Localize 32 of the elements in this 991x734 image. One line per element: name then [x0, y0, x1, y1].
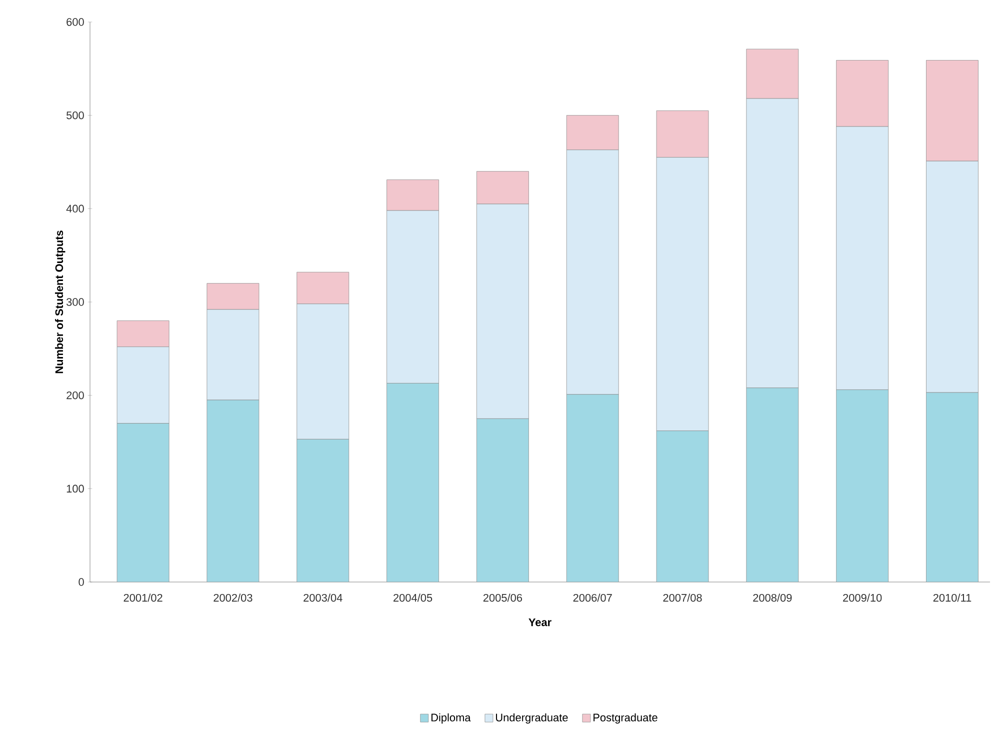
- legend-label: Postgraduate: [594, 713, 658, 724]
- x-tick-label: 2005/06: [483, 594, 522, 602]
- x-tick-label: 2007/08: [663, 594, 702, 602]
- x-tick-label: 2009/10: [843, 594, 882, 602]
- y-tick-label: 300: [66, 298, 84, 306]
- y-tick-label: 500: [66, 111, 84, 120]
- bar: [386, 383, 439, 582]
- x-tick-label: 2001/02: [124, 594, 162, 602]
- bar: [116, 423, 170, 582]
- y-tick-label: 600: [66, 18, 84, 26]
- y-axis-title: Number of Student Outputs: [55, 230, 66, 374]
- x-tick-label: 2002/03: [214, 594, 252, 602]
- bar: [206, 400, 260, 582]
- x-tick-label: 2004/05: [394, 594, 432, 602]
- bar: [476, 418, 529, 582]
- bar: [566, 394, 619, 582]
- bar: [746, 388, 799, 582]
- legend-label: Undergraduate: [496, 713, 568, 724]
- x-tick-label: 2003/04: [304, 594, 342, 602]
- bar: [836, 390, 889, 582]
- y-tick-label: 0: [78, 578, 84, 586]
- x-tick-label: 2010/11: [933, 594, 972, 602]
- bar: [926, 392, 978, 582]
- y-tick-label: 400: [66, 204, 84, 213]
- x-axis-title: Year: [528, 618, 552, 626]
- bar: [656, 430, 709, 582]
- x-tick-label: 2008/09: [753, 594, 792, 602]
- bar: [296, 439, 350, 582]
- y-tick-label: 200: [66, 391, 84, 400]
- legend-label: Diploma: [431, 713, 471, 724]
- y-tick-label: 100: [66, 484, 84, 493]
- x-tick-label: 2006/07: [573, 594, 612, 602]
